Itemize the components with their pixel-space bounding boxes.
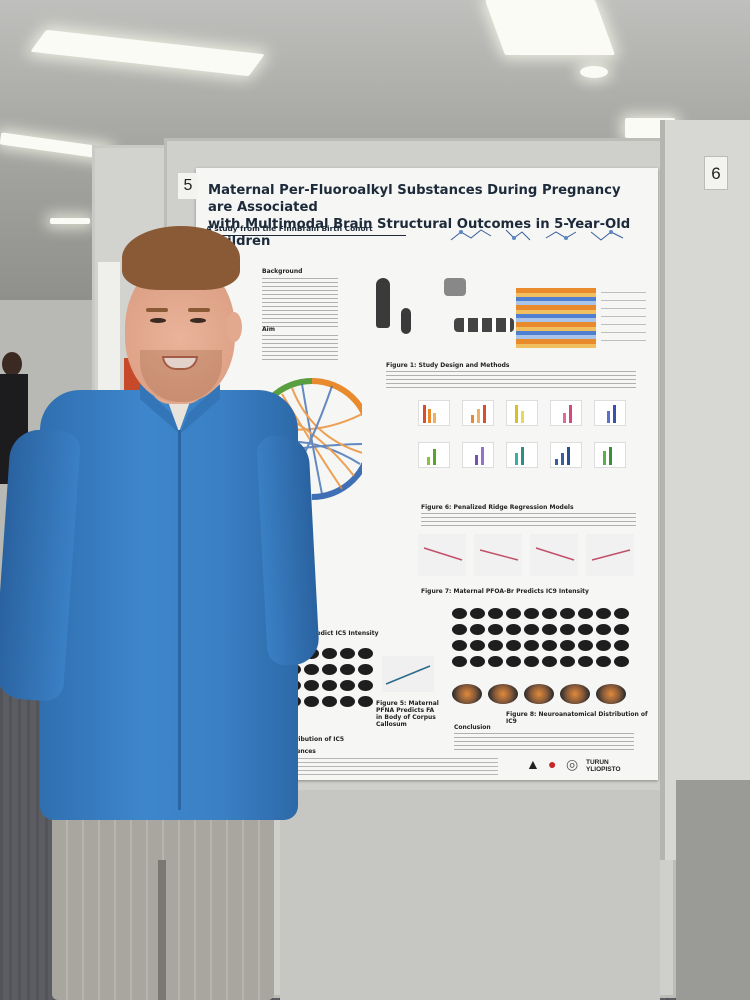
mini-chart xyxy=(462,442,494,468)
mini-chart xyxy=(418,442,450,468)
figure-caption: Figure 5: Maternal PFNA Predicts FA in B… xyxy=(376,700,439,728)
section-heading: Background xyxy=(262,268,303,275)
mini-chart xyxy=(550,400,582,426)
poster-board-lower xyxy=(280,790,660,1000)
mini-chart xyxy=(418,400,450,426)
conclusion-text xyxy=(454,733,634,751)
figure-caption: Figure 6: Penalized Ridge Regression Mod… xyxy=(421,504,574,511)
paper-sheet xyxy=(98,262,120,402)
figure-caption: Distribution of IC5 xyxy=(282,736,345,743)
eye xyxy=(150,318,166,323)
molecule-graphic xyxy=(450,229,624,241)
shirt-sleeve-right xyxy=(256,433,320,667)
text-block xyxy=(262,278,338,328)
logo-mark-icon: ◎ xyxy=(566,756,579,772)
logo-text: TURUN YLIOPISTO xyxy=(586,759,621,773)
right-panel-shadow xyxy=(676,780,750,1000)
text-block xyxy=(262,335,338,363)
scatter-plot-row xyxy=(418,534,640,576)
references-text xyxy=(278,758,498,778)
mini-chart xyxy=(594,400,626,426)
text-block xyxy=(386,371,636,389)
shirt-placket xyxy=(178,430,181,810)
figure-caption: Figure 1: Study Design and Methods xyxy=(386,362,510,369)
university-logo: ▲ ● ◎ TURUN YLIOPISTO xyxy=(526,756,646,773)
poster-subtitle: A study from the FinnBrain Birth Cohort xyxy=(206,224,373,233)
subtitle-rule xyxy=(206,235,406,236)
scatter-plot xyxy=(382,656,434,692)
ceiling-light xyxy=(484,0,616,55)
eyebrow xyxy=(146,308,168,312)
text-block xyxy=(421,513,636,527)
section-heading: Conclusion xyxy=(454,724,491,731)
eyebrow xyxy=(188,308,210,312)
board-number-tag: 5 xyxy=(178,173,198,199)
figure-caption: and PFOA-L Predict IC5 Intensity xyxy=(268,630,379,637)
mini-chart xyxy=(550,442,582,468)
figure-caption: Figure 8: Neuroanatomical Distribution o… xyxy=(506,711,648,725)
mini-chart xyxy=(506,400,538,426)
brain-scans xyxy=(454,318,514,332)
ear xyxy=(226,312,242,342)
logo-mark-icon: ● xyxy=(548,756,557,772)
eye xyxy=(190,318,206,323)
right-partition-panel xyxy=(660,120,750,860)
trouser-gap xyxy=(158,860,166,1000)
mini-chart xyxy=(594,442,626,468)
mini-chart xyxy=(462,400,494,426)
brain-surface-renders xyxy=(452,684,632,706)
bar-chart-grid xyxy=(418,400,638,494)
mini-chart xyxy=(506,442,538,468)
board-number-tag: 6 xyxy=(704,156,728,190)
brain-slices-grid xyxy=(452,608,632,678)
figure-caption: Figure 7: Maternal PFOA-Br Predicts IC9 … xyxy=(421,588,589,595)
section-heading: Aim xyxy=(262,326,275,333)
logo-mark-icon: ▲ xyxy=(526,756,540,772)
ceiling-light xyxy=(580,66,608,78)
ceiling-light xyxy=(50,218,90,224)
pregnant-mother-figure xyxy=(376,278,390,328)
component-heatmap xyxy=(516,288,596,348)
presenter-person xyxy=(0,220,320,1000)
hair xyxy=(122,226,240,290)
poster-title-line: Maternal Per-Fluoroalkyl Substances Duri… xyxy=(208,183,621,215)
child-figure xyxy=(401,308,411,334)
mri-scanner xyxy=(444,278,466,296)
blue-shirt xyxy=(40,390,298,820)
heatmap-legend xyxy=(601,292,646,342)
